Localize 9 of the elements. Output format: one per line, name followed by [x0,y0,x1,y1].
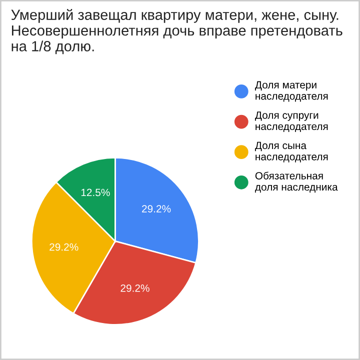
legend-label: Доля сына наследодателя [255,142,328,162]
legend-label: Доля матери наследодателя [255,81,328,102]
legend-label: Доля супруги наследодателя [255,112,328,132]
chart-title: Умерший завещал квартиру матери, жене, сыну. Несовершеннолетняя дочь вправе претендовать на 1/8 долю. [11,9,342,54]
data-label: 29.2% [50,243,78,251]
legend-label: Обязательная доля наследника [255,172,338,193]
data-label: 12.5% [81,188,110,196]
data-label: 29.2% [142,205,171,212]
data-label: 29.2% [120,284,150,292]
